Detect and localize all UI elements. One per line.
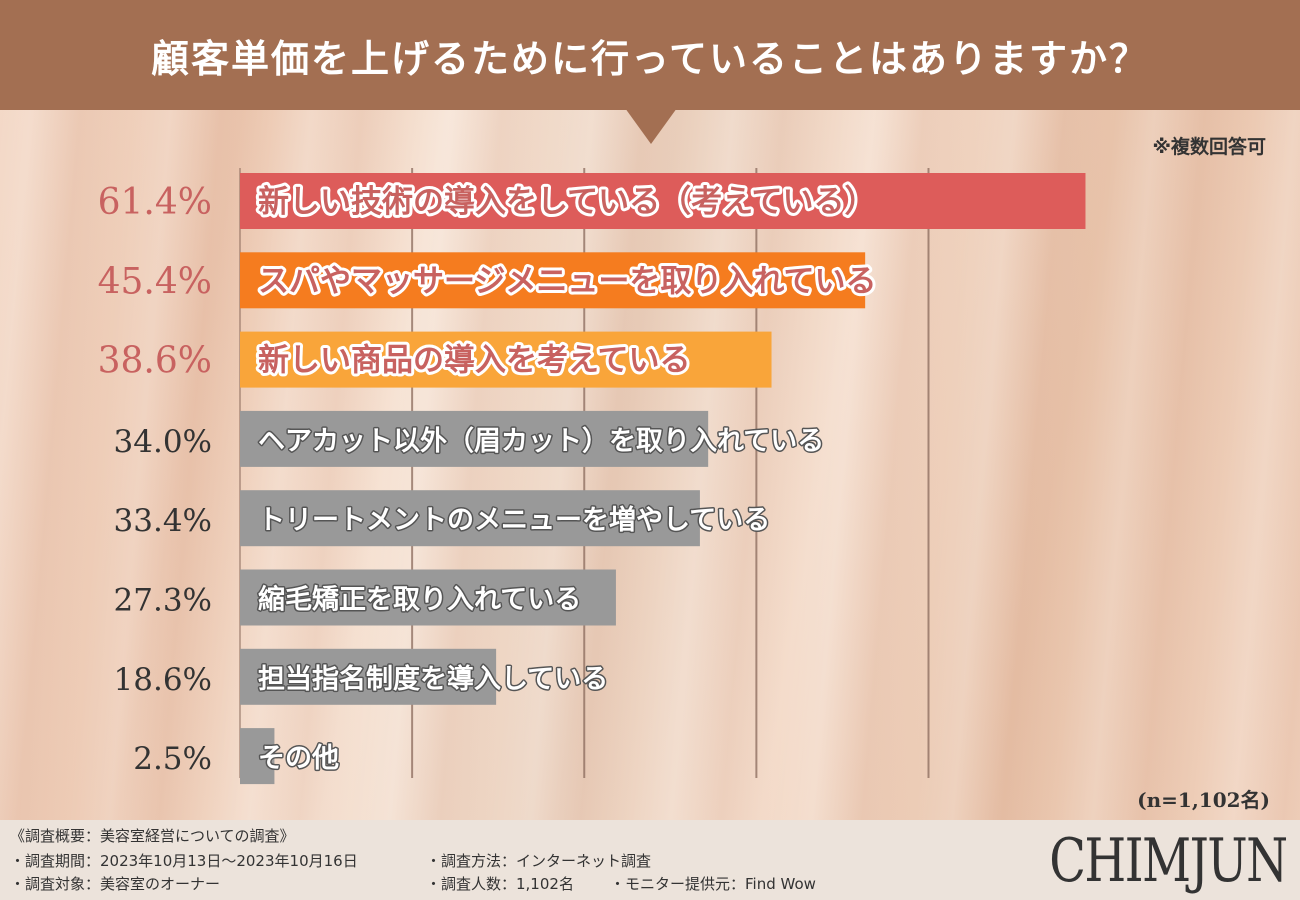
survey-period: ・調査期間：2023年10月13日〜2023年10月16日 (10, 852, 358, 870)
bar (240, 728, 275, 785)
category-label: 新しい技術の導入をしている（考えている） (258, 184, 876, 220)
bar (240, 490, 700, 547)
category-label: スパやマッサージメニューを取り入れている (258, 263, 876, 299)
category-label: 新しい商品の導入を考えている (258, 343, 690, 379)
bar (240, 173, 1086, 229)
value-label: 38.6% (98, 341, 212, 382)
survey-method: ・調査方法：インターネット調査 (426, 852, 652, 870)
category-label: ヘアカット以外（眉カット）を取り入れている (258, 426, 824, 457)
category-label: 担当指名制度を導入している (258, 663, 608, 695)
value-label: 2.5% (133, 741, 212, 777)
bar (240, 569, 616, 626)
survey-overview: 《調査概要：美容室経営についての調査》 (10, 827, 295, 845)
value-label: 45.4% (98, 261, 212, 302)
sample-size-label: (n=1,102名) (1137, 788, 1270, 812)
title-banner: 顧客単価を上げるために行っていることはありますか？ (0, 0, 1300, 110)
brand-logo: CHIMJUN (1048, 826, 1288, 896)
monitor-provider: ・モニター提供元：Find Wow (610, 875, 816, 893)
page-title: 顧客単価を上げるために行っていることはありますか？ (150, 36, 1150, 81)
value-label: 18.6% (114, 662, 212, 698)
bar (240, 410, 709, 467)
bar (240, 331, 772, 388)
category-label: 縮毛矯正を取り入れている (258, 584, 581, 616)
value-label: 27.3% (114, 583, 212, 619)
bar (240, 648, 497, 705)
bar-chart: 61.4% 新しい技術の導入をしている（考えている） 45.4% スパやマッサージメニ… (98, 168, 1086, 785)
value-label: 33.4% (114, 503, 212, 539)
survey-count: ・調査人数：1,102名 (426, 875, 574, 893)
bar (240, 252, 866, 309)
survey-footer: 《調査概要：美容室経営についての調査》 ・調査期間：2023年10月13日〜20… (0, 820, 1300, 900)
survey-target: ・調査対象：美容室のオーナー (10, 875, 221, 893)
multiple-answer-note: ※複数回答可 (1152, 136, 1266, 158)
category-label: トリートメントのメニューを増やしている (258, 504, 770, 536)
title-banner-pointer (625, 108, 677, 144)
value-label: 34.0% (114, 424, 212, 460)
category-label: その他 (258, 743, 339, 774)
value-label: 61.4% (98, 182, 212, 223)
